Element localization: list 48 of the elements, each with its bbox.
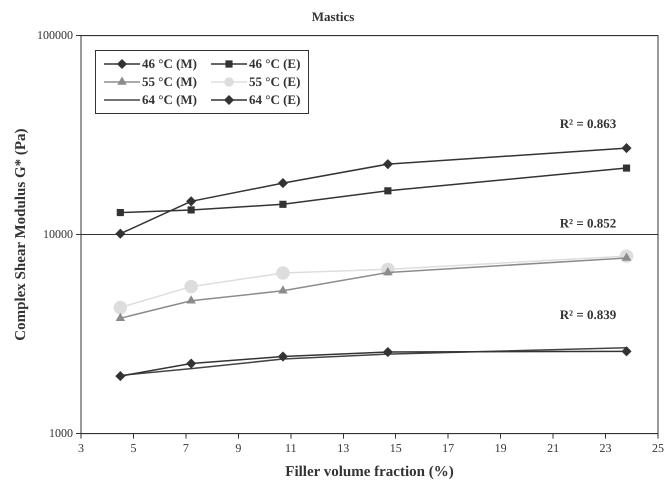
x-tick-label: 23 [600,440,612,455]
x-tick-label: 11 [285,440,297,455]
x-axis-title: Filler volume fraction (%) [285,464,454,480]
y-tick-label: 10000 [43,226,73,241]
point [622,346,632,356]
point [278,286,288,294]
point [383,159,393,169]
point [116,209,124,216]
point [186,358,196,368]
point [116,371,126,381]
y-tick-label: 1000 [49,426,73,440]
point [383,347,393,357]
x-tick-label: 9 [235,440,242,455]
x-tick-label: 17 [442,440,454,455]
x-tick-label: 25 [652,440,664,455]
point [116,228,126,238]
x-tick-label: 19 [494,440,507,455]
x-tick-label: 15 [390,440,402,455]
chart-title: Mastics [312,9,354,24]
x-tick-label: 7 [182,440,189,455]
point [278,178,288,188]
point [114,300,128,314]
x-tick-label: 5 [130,440,136,455]
annotation: R² = 0.852 [560,215,616,230]
point [186,196,196,206]
point [116,313,125,321]
y-axis-title: Complex Shear Modulus G* (Pa) [12,128,29,341]
annotation: R² = 0.863 [560,116,617,131]
point [622,164,630,172]
legend-label: 55 °C (M) [142,74,198,90]
point [186,296,196,304]
point [384,187,392,194]
legend-label: 64 °C (M) [142,92,198,108]
point [279,200,287,208]
legend-label: 46 °C (M) [142,56,198,72]
point [276,266,290,280]
point [622,143,632,153]
legend-label: 55 °C (E) [249,74,300,90]
legend-label: 64 °C (E) [249,92,300,108]
x-tick-label: 13 [337,440,350,455]
legend-label: 46 °C (E) [249,56,300,72]
y-tick-label: 100000 [37,28,73,42]
x-tick-label: 3 [78,440,84,455]
point [278,352,288,362]
point [184,280,198,294]
annotation: R² = 0.839 [560,307,617,322]
point [188,206,195,214]
x-tick-label: 21 [547,440,560,455]
